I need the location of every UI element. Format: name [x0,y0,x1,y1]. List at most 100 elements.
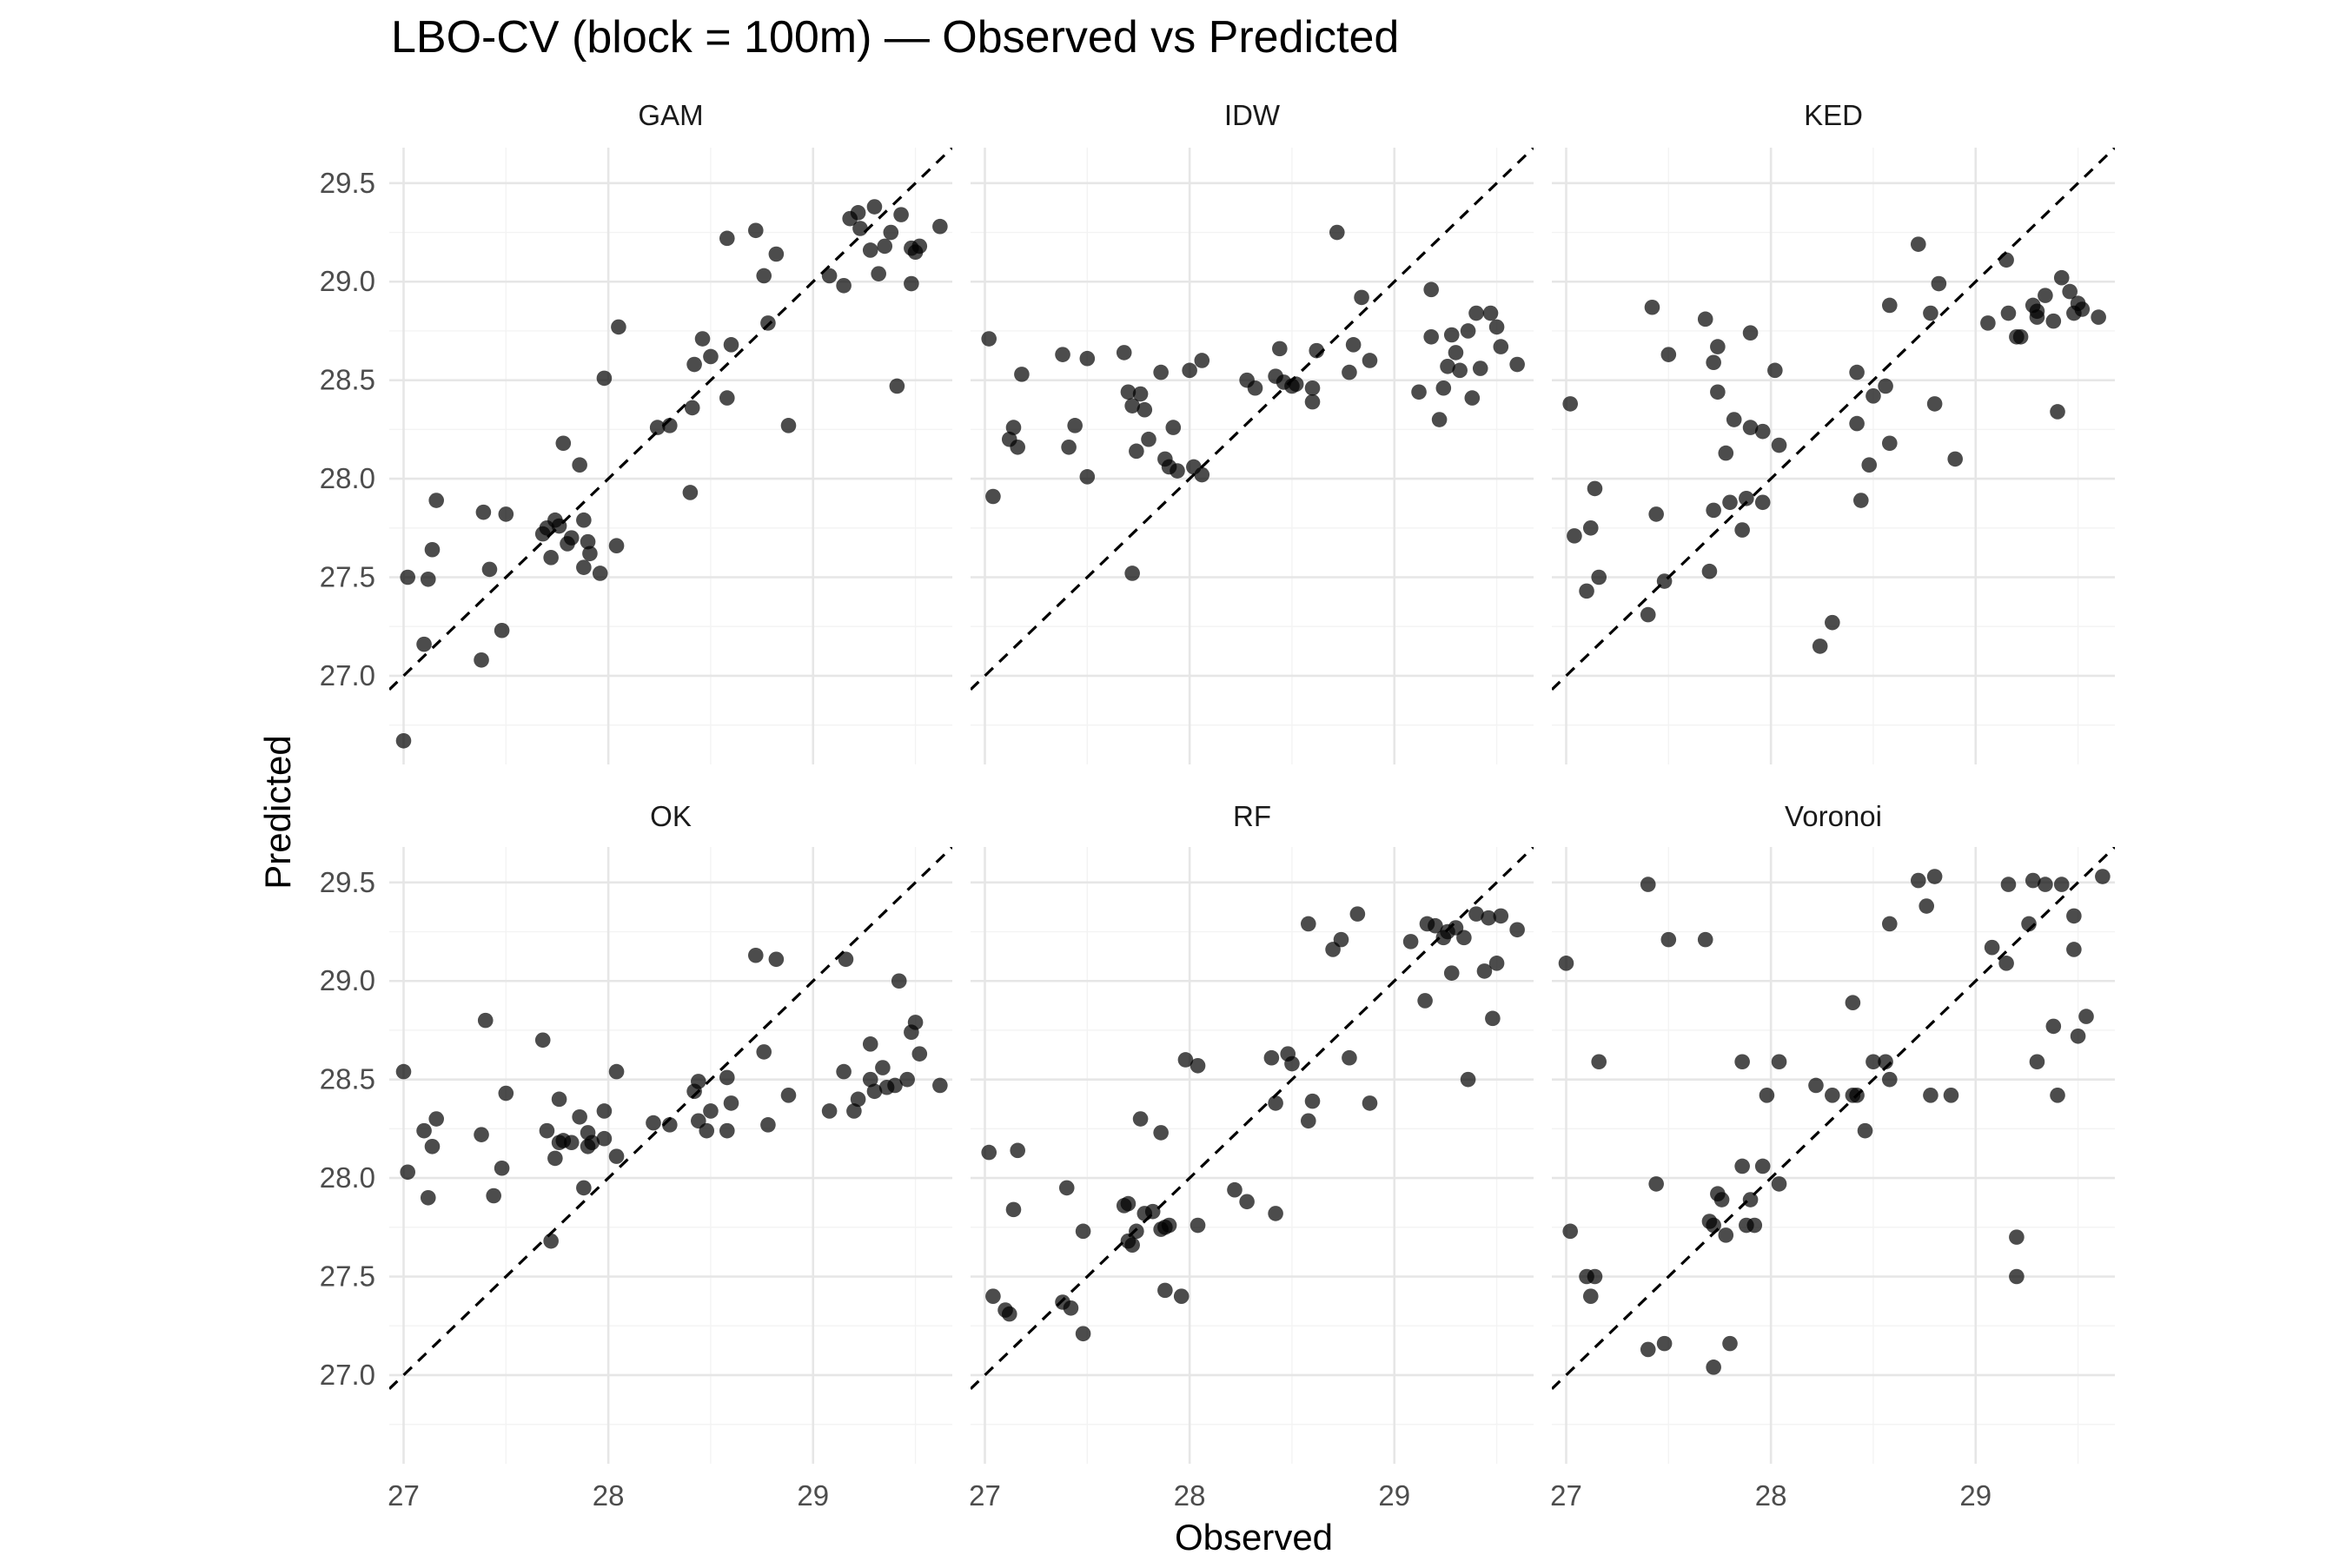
data-point [494,622,510,638]
data-point [1866,388,1881,404]
data-point [985,1288,1001,1304]
data-point [2062,283,2078,300]
data-point [1919,898,1935,914]
data-point [1562,396,1579,412]
data-point [866,1083,883,1100]
data-point [1190,1057,1206,1074]
data-point [780,418,797,433]
data-point [1718,1227,1734,1243]
data-point [768,246,785,262]
data-point [1878,1054,1893,1070]
data-point [1345,337,1362,353]
data-point [1468,305,1484,321]
grid [389,148,952,764]
data-point [551,1091,567,1108]
facet-label: Voronoi [1785,800,1882,832]
grid [1552,148,2115,764]
y-axis-title: Predicted [257,735,298,889]
data-point [719,1122,735,1139]
data-point [477,1012,494,1029]
data-point [547,1150,563,1167]
data-point [1849,415,1865,432]
data-point [1849,1088,1865,1103]
data-point [1754,1158,1771,1174]
data-point [2045,1018,2062,1035]
chart-title: LBO-CV (block = 100m) — Observed vs Pred… [391,12,1399,63]
data-point [1722,494,1738,511]
facet-panel-rf: RF 27 28 29 [969,800,1534,1512]
y-tick-label: 29.5 [320,167,375,199]
data-point [584,1135,600,1151]
facet-panel-ok: OK 27 28 29 27.0 27.5 28.0 28.5 29.0 29.5 [320,800,952,1512]
data-point [1488,319,1505,335]
data-point [2012,328,2029,345]
data-point [1468,906,1484,922]
data-point [1157,1282,1173,1299]
data-point [1926,869,1943,884]
data-point [1759,1088,1775,1103]
data-point [498,1085,514,1102]
data-point [1061,439,1077,455]
data-point [1075,1223,1091,1240]
data-point [1825,1088,1840,1103]
data-point [932,1077,948,1094]
data-point [1734,522,1750,538]
y-tick-label: 27.5 [320,1260,375,1293]
data-point [2038,877,2053,892]
data-point [862,1036,878,1052]
x-tick-label: 27 [388,1479,420,1512]
data-point [1923,305,1938,321]
points [395,199,948,749]
data-point [555,435,572,452]
data-point [866,199,883,215]
x-tick-label: 27 [1550,1479,1582,1512]
x-tick-label: 28 [1174,1479,1206,1512]
data-point [756,1044,772,1060]
facet-panel-idw: IDW [971,99,1534,764]
data-point [1239,1194,1255,1210]
data-point [985,488,1001,505]
data-point [1706,1360,1721,1375]
data-point [682,485,699,500]
x-tick-label: 28 [1755,1479,1787,1512]
data-point [1182,362,1197,379]
data-point [608,1063,625,1080]
data-point [1075,1326,1091,1342]
y-tick-label: 29.5 [320,866,375,898]
data-point [1153,364,1169,380]
data-point [1144,1203,1161,1220]
data-point [1910,236,1926,252]
facet-label: KED [1804,99,1863,131]
data-point [1362,353,1378,368]
data-point [1268,1206,1283,1221]
data-point [543,550,559,566]
data-point [474,652,489,668]
data-point [1882,297,1898,314]
data-point [2095,869,2111,884]
data-point [2053,877,2070,892]
y-tick-label: 28.5 [320,364,375,396]
data-point [1980,315,1996,331]
data-point [932,218,948,235]
data-point [416,636,432,652]
data-point [494,1160,510,1176]
data-point [1301,1113,1316,1129]
data-point [1742,1192,1759,1207]
data-point [911,1046,928,1062]
data-point [1591,1054,1607,1070]
data-point [2038,288,2053,303]
data-point [1014,367,1030,382]
data-point [1882,916,1898,932]
data-point [1746,1217,1763,1234]
data-point [1587,480,1603,497]
data-point [1063,1300,1079,1316]
data-point [1718,445,1734,461]
data-point [1005,420,1022,435]
data-point [1129,1223,1144,1240]
data-point [871,266,886,281]
data-point [543,1233,559,1249]
data-point [875,1060,891,1075]
facet-label: GAM [638,99,703,131]
data-point [1010,439,1025,455]
data-point [1567,528,1582,544]
